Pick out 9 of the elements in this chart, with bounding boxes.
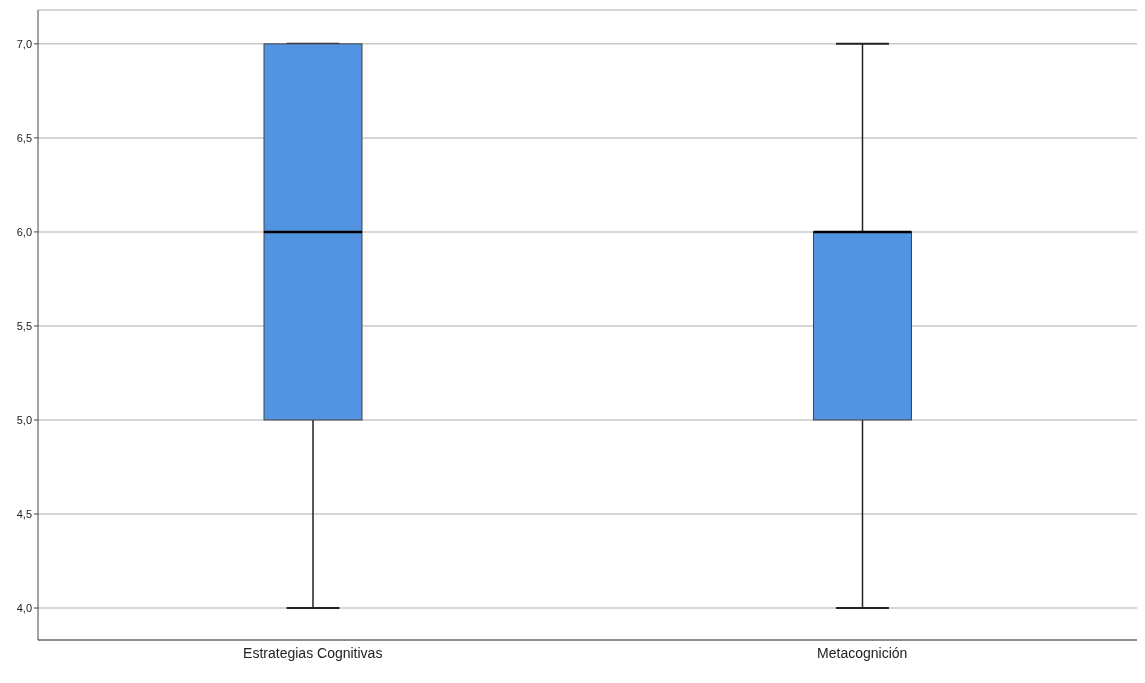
y-tick-label: 4,0: [16, 601, 32, 614]
y-tick-label: 4,5: [16, 507, 32, 520]
x-tick-label: Estrategias Cognitivas: [243, 644, 383, 661]
y-tick-label: 6,5: [16, 131, 32, 144]
y-tick-label: 5,0: [16, 413, 32, 426]
y-tick-label: 7,0: [16, 37, 32, 50]
y-tick-label: 6,0: [16, 225, 32, 238]
y-tick-label: 5,5: [16, 319, 32, 332]
x-tick-label: Metacognición: [817, 644, 908, 661]
